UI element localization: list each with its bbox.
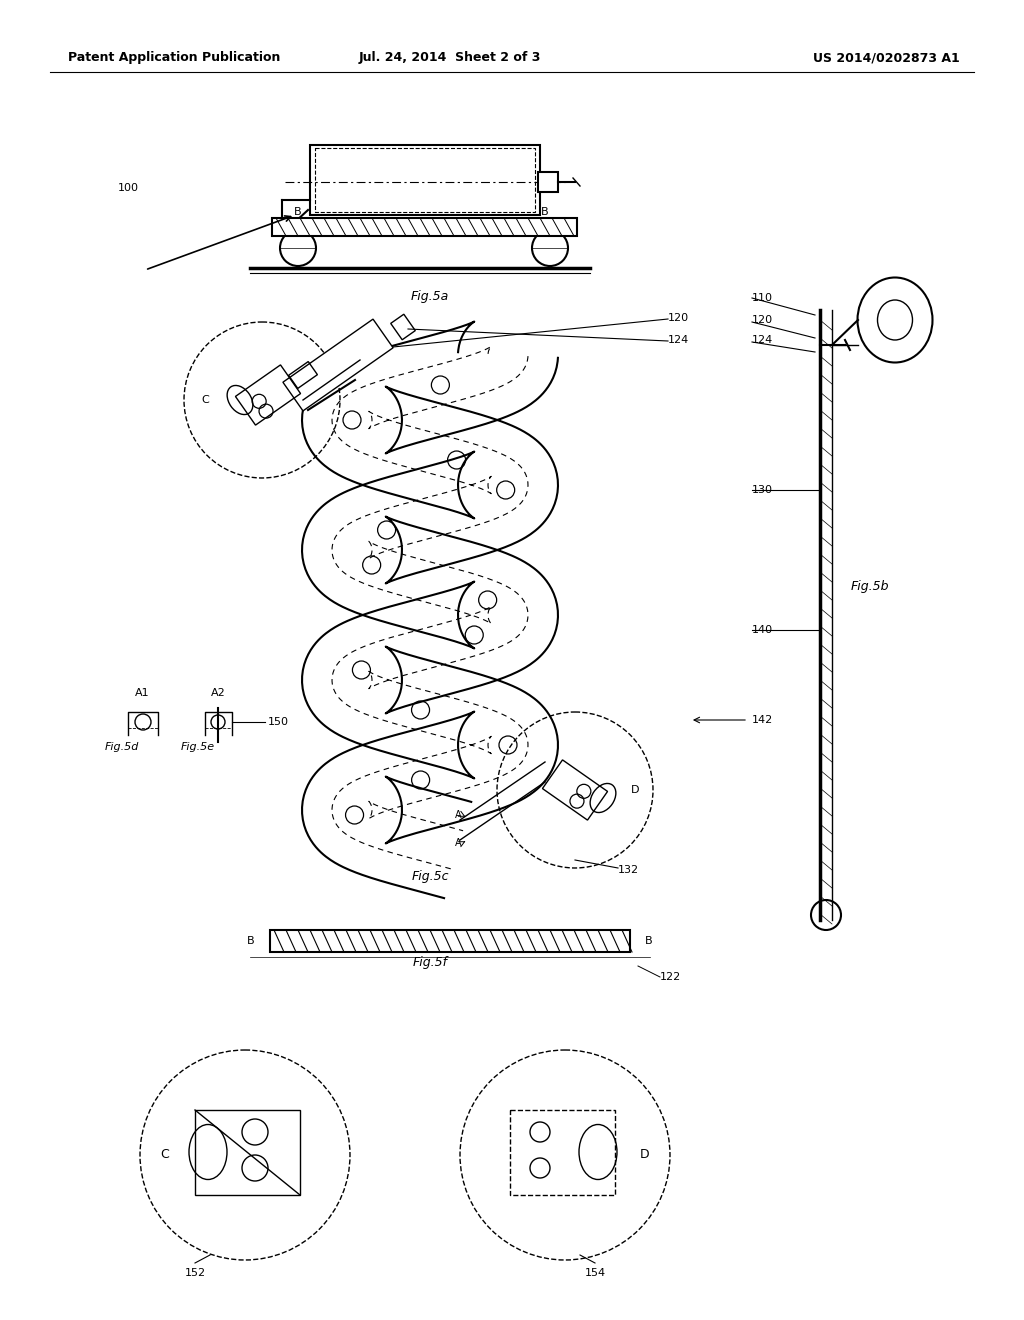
Text: Fig.5d: Fig.5d <box>104 742 139 752</box>
Text: Fig.5a: Fig.5a <box>411 290 450 304</box>
Text: US 2014/0202873 A1: US 2014/0202873 A1 <box>813 51 961 65</box>
Text: D: D <box>631 785 639 795</box>
Text: B: B <box>645 936 652 946</box>
Text: 110: 110 <box>752 293 773 304</box>
Text: Fig.5f: Fig.5f <box>413 956 447 969</box>
Text: Fig.5b: Fig.5b <box>851 579 889 593</box>
Text: 120: 120 <box>668 313 689 323</box>
Text: B: B <box>248 936 255 946</box>
Polygon shape <box>195 1110 300 1195</box>
Text: 150: 150 <box>268 717 289 727</box>
Text: A: A <box>456 838 462 847</box>
Polygon shape <box>270 931 630 952</box>
Text: C: C <box>201 395 209 405</box>
Text: 124: 124 <box>668 335 689 345</box>
Text: 130: 130 <box>752 484 773 495</box>
Text: 100: 100 <box>118 183 139 193</box>
Text: Jul. 24, 2014  Sheet 2 of 3: Jul. 24, 2014 Sheet 2 of 3 <box>358 51 542 65</box>
Text: 120: 120 <box>752 315 773 325</box>
Text: Patent Application Publication: Patent Application Publication <box>68 51 281 65</box>
Text: A2: A2 <box>211 688 225 698</box>
Text: A1: A1 <box>135 688 150 698</box>
Text: 140: 140 <box>752 624 773 635</box>
Polygon shape <box>272 218 577 236</box>
Polygon shape <box>310 145 540 215</box>
Polygon shape <box>538 172 558 191</box>
Text: D: D <box>640 1148 650 1162</box>
Text: A: A <box>456 810 462 820</box>
Text: Fig.5e: Fig.5e <box>181 742 215 752</box>
Polygon shape <box>283 319 393 411</box>
Text: 154: 154 <box>585 1269 605 1278</box>
Text: 122: 122 <box>660 972 681 982</box>
Text: B: B <box>542 207 549 216</box>
Text: B: B <box>294 207 302 216</box>
Text: Fig.5c: Fig.5c <box>412 870 449 883</box>
Text: 124: 124 <box>752 335 773 345</box>
Text: 132: 132 <box>618 865 639 875</box>
Text: C: C <box>161 1148 169 1162</box>
Text: 152: 152 <box>184 1269 206 1278</box>
Text: 142: 142 <box>752 715 773 725</box>
